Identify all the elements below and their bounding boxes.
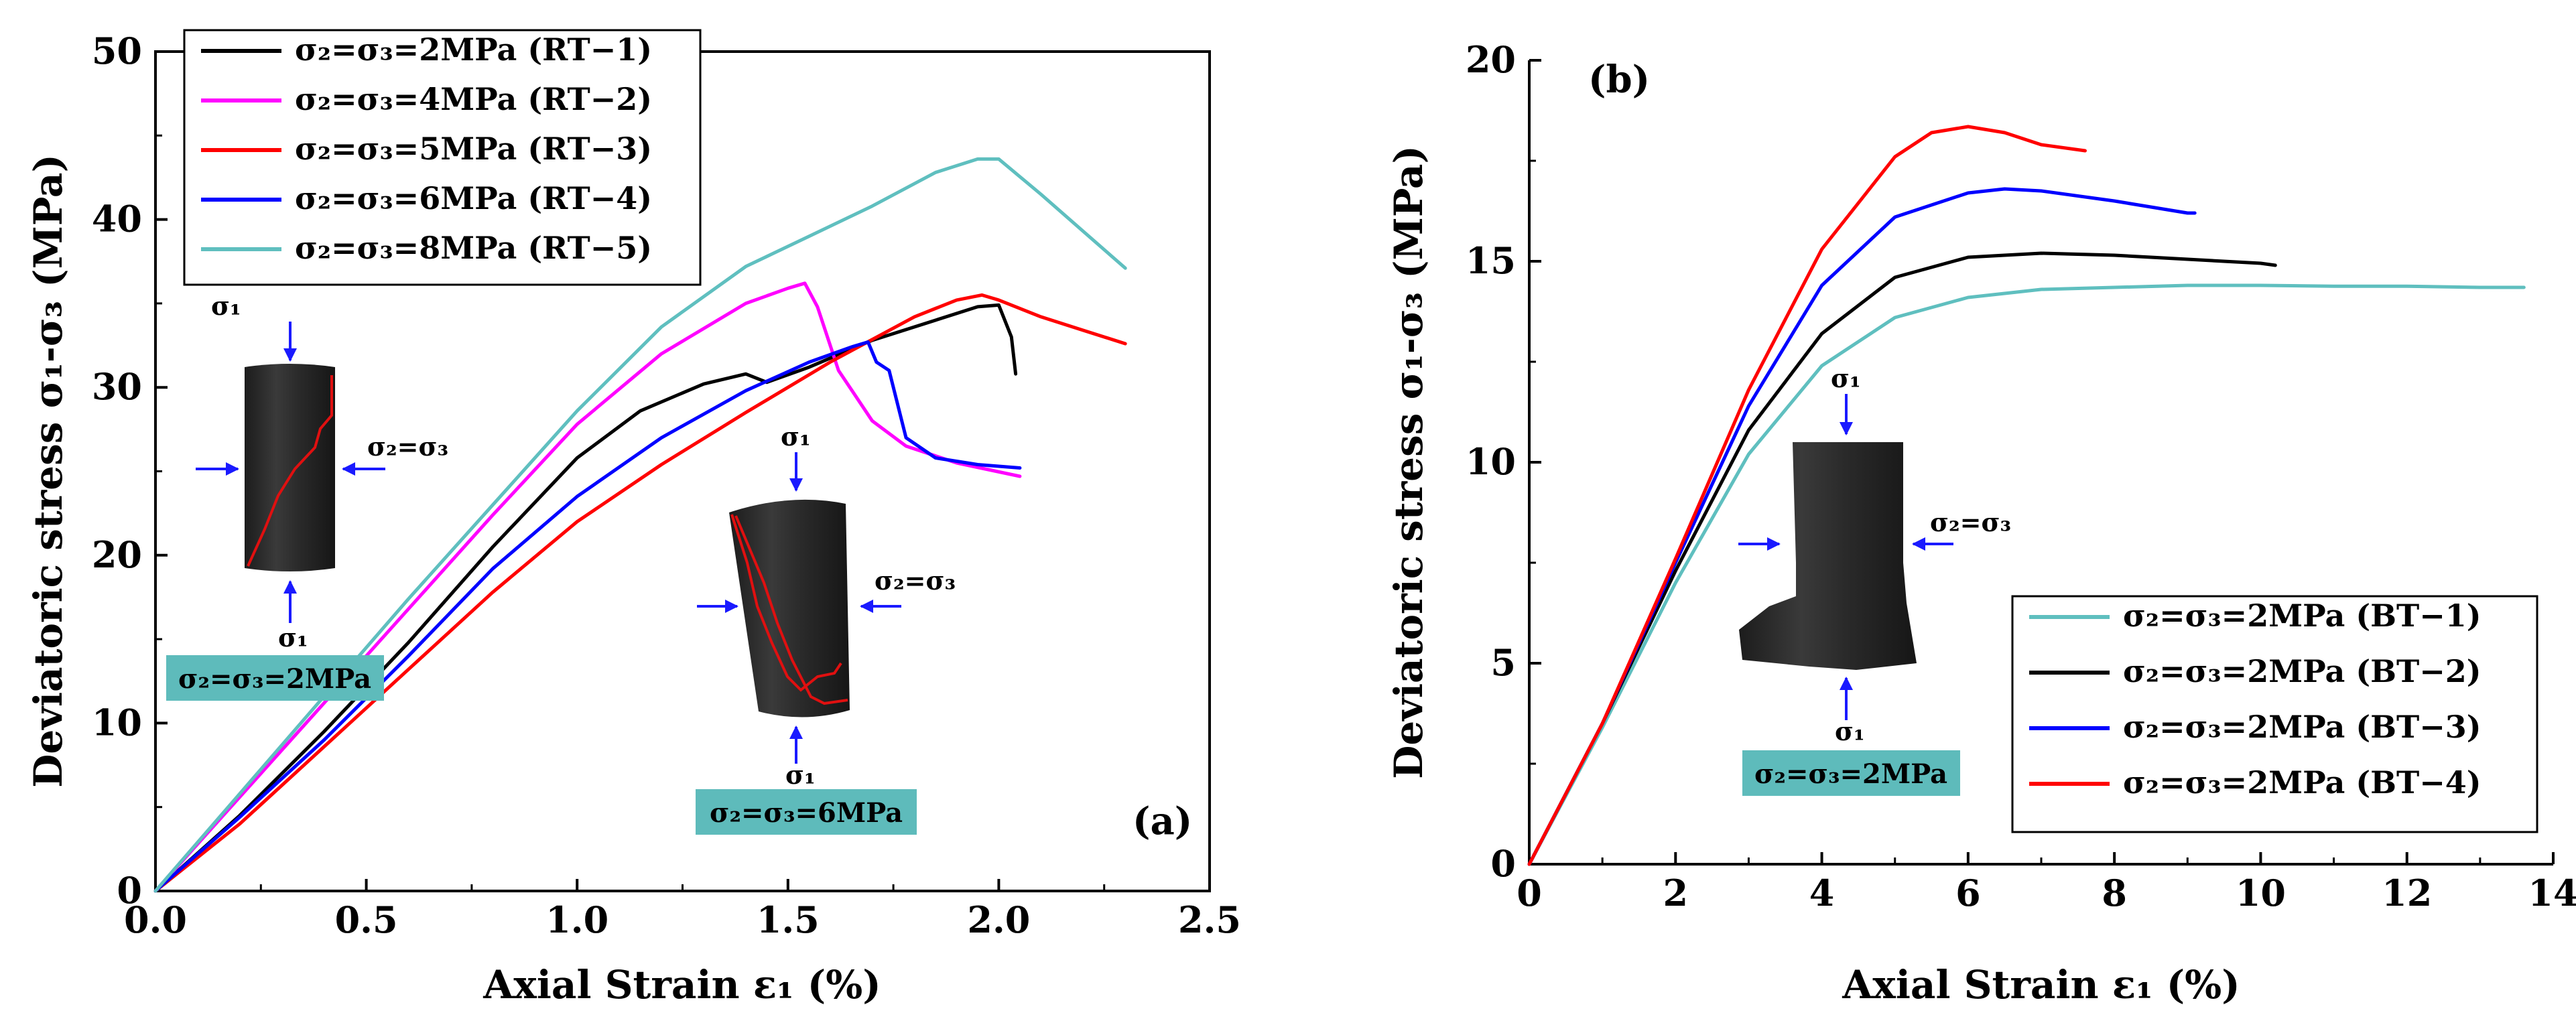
panel-b-legend-label-1: σ₂=σ₃=2MPa (BT−1)	[2123, 598, 2482, 634]
panel-a-spec2-fracture	[730, 514, 842, 692]
panel-b-legend-label-2: σ₂=σ₃=2MPa (BT−2)	[2123, 653, 2482, 689]
panel-a-y-tick-label: 0	[117, 869, 142, 912]
panel-b-spec-caption: σ₂=σ₃=2MPa	[1754, 758, 1947, 790]
panel-b-x-tick-label: 12	[2382, 872, 2432, 914]
panel-b-x-axis-title: Axial Strain ε₁ (%)	[1842, 962, 2240, 1008]
panel-b-x-tick-label: 14	[2528, 872, 2576, 914]
panel-b-y-tick-label: 0	[1490, 842, 1516, 885]
panel-b-x-tick-label: 4	[1809, 872, 1835, 914]
panel-b-legend-box	[2011, 595, 2538, 833]
panel-b-spec-sigma23: σ₂=σ₃	[1930, 507, 2011, 537]
panel-a-x-tick-label: 1.5	[757, 898, 820, 941]
panel-a-y-tick-label: 40	[92, 198, 142, 240]
panel-a-spec2-caption: σ₂=σ₃=6MPa	[710, 797, 903, 829]
panel-a-y-tick-label: 50	[92, 29, 142, 72]
panel-a-spec2-sigma23: σ₂=σ₃	[875, 565, 956, 596]
panel-a-series-line-5	[153, 157, 1127, 893]
panel-a-spec1-caption-box	[166, 655, 384, 701]
panel-b-x-tick-label: 2	[1663, 872, 1688, 914]
panel-a-legend-label-1: σ₂=σ₃=2MPa (RT−1)	[295, 31, 652, 68]
panel-a-legend-label-2: σ₂=σ₃=4MPa (RT−2)	[295, 81, 652, 117]
panel-a-spec1-sigma1-top: σ₁	[211, 291, 241, 321]
panel-a-legend: σ₂=σ₃=2MPa (RT−1) σ₂=σ₃=4MPa (RT−2) σ₂=σ₃=…	[183, 29, 702, 286]
panel-a-spec2-fracture-2	[734, 515, 848, 705]
panel-a-x-tick-label: 2.0	[967, 898, 1030, 941]
panel-a-legend-box	[183, 29, 702, 286]
panel-b-legend: σ₂=σ₃=2MPa (BT−1) σ₂=σ₃=2MPa (BT−2) σ₂=σ₃=…	[2011, 595, 2538, 833]
panel-a-x-axis-title: Axial Strain ε₁ (%)	[482, 962, 881, 1008]
panel-a-x-tick-label: 0.5	[335, 898, 398, 941]
panel-b-spec-sigma1-top: σ₁	[1831, 363, 1861, 393]
panel-a-spec2-rock-image	[729, 499, 850, 717]
panel-a-spec2-sigma1-top: σ₁	[781, 421, 811, 452]
panel-a-y-tick-label: 20	[92, 533, 142, 576]
panel-b-label: (b)	[1588, 58, 1650, 102]
panel-a-ticks: 0.0 0.5 1.0 1.5 2.0 2.5 0 10 20 30 40 50	[92, 29, 1241, 941]
panel-b-ticks: 0 2 4 6 8 10 12 14 0 5 10 15 20	[1466, 38, 2576, 914]
panel-b-y-tick-label: 10	[1466, 440, 1516, 483]
panel-a-x-tick-label: 1.0	[545, 898, 608, 941]
panel-a-series-line-3	[153, 293, 1127, 893]
panel-b-spec-rock-image	[1739, 442, 1917, 670]
panel-b-series	[1527, 125, 2526, 866]
panel-b-legend-label-4: σ₂=σ₃=2MPa (BT−4)	[2123, 764, 2482, 801]
panel-b-x-tick-label: 10	[2236, 872, 2286, 914]
panel-b-legend-label-3: σ₂=σ₃=2MPa (BT−3)	[2123, 709, 2482, 745]
panel-a-x-tick-label: 0.0	[124, 898, 187, 941]
panel-b-x-tick-label: 8	[2102, 872, 2127, 914]
panel-b-y-tick-label: 15	[1466, 239, 1516, 282]
panel-b-x-tick-label: 6	[1955, 872, 1981, 914]
panel-b-spec-caption-box	[1742, 750, 1960, 796]
panel-b-y-axis-title: Deviatoric stress σ₁-σ₃ (MPa)	[1386, 145, 1431, 779]
panel-b-series-line-2	[1527, 251, 2277, 866]
panel-a-y-axis-title: Deviatoric stress σ₁-σ₃ (MPa)	[25, 154, 71, 788]
panel-a-spec1-rock-image	[245, 364, 335, 571]
panel-a-spec1-sigma1-bottom: σ₁	[278, 622, 308, 652]
panel-b-x-tick-label: 0	[1517, 872, 1542, 914]
panel-a-legend-label-5: σ₂=σ₃=8MPa (RT−5)	[295, 230, 652, 266]
panel-a: 0.0 0.5 1.0 1.5 2.0 2.5 0 10 20 30 40 50 Axial Stra…	[25, 29, 1241, 1008]
panel-a-label: (a)	[1133, 799, 1192, 843]
panel-a-legend-label-3: σ₂=σ₃=5MPa (RT−3)	[295, 131, 652, 167]
panel-b-y-tick-label: 5	[1490, 641, 1516, 684]
panel-a-spec1-fracture	[247, 375, 333, 567]
panel-b-specimen: σ₁ σ₂=σ₃ σ₁ σ₂=σ₃=2MPa	[1738, 363, 2011, 796]
panel-b-y-tick-label: 20	[1466, 38, 1516, 81]
panel-b-series-line-1	[1527, 283, 2526, 866]
panel-a-spec2-sigma1-bottom: σ₁	[785, 760, 816, 790]
panel-a-spec1-caption: σ₂=σ₃=2MPa	[178, 663, 371, 695]
panel-a-x-tick-label: 2.5	[1178, 898, 1241, 941]
panel-a-spec2-caption-box	[696, 789, 917, 835]
panel-a-y-tick-label: 30	[92, 365, 142, 408]
panel-b-spec-sigma1-bottom: σ₁	[1835, 716, 1865, 746]
panel-a-specimen-2mpa: σ₁ σ₂=σ₃ σ₁ σ₂=σ₃=2MPa	[166, 291, 448, 701]
panel-b-series-line-4	[1527, 125, 2087, 866]
panel-a-spec1-sigma23: σ₂=σ₃	[367, 431, 448, 462]
panel-a-y-tick-label: 10	[92, 701, 142, 744]
panel-a-legend-label-4: σ₂=σ₃=6MPa (RT−4)	[295, 180, 652, 216]
panel-a-specimen-6mpa: σ₁ σ₂=σ₃ σ₁ σ₂=σ₃=6MPa	[696, 421, 956, 835]
